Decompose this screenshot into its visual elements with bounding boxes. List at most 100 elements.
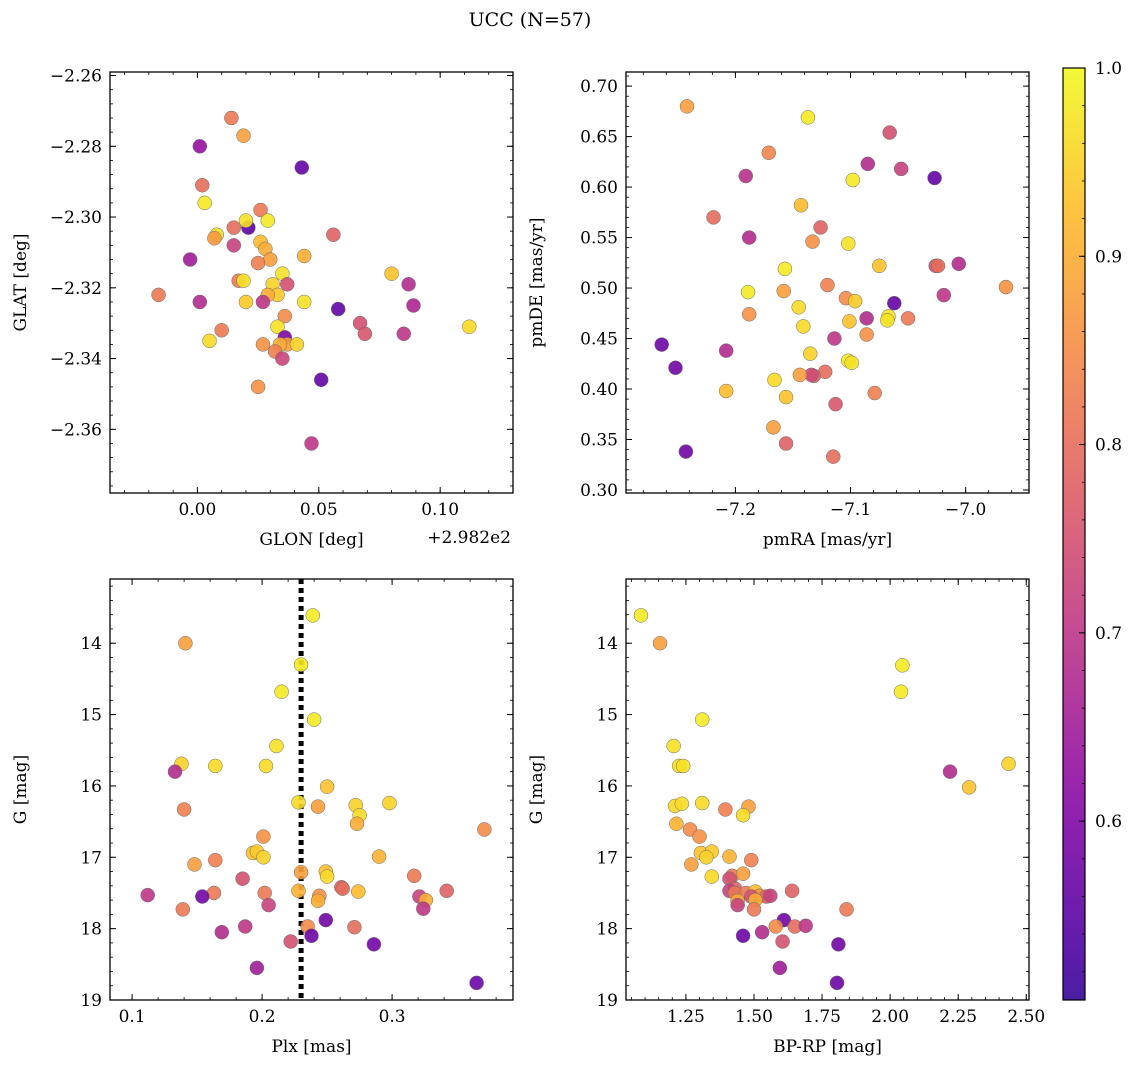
y-tick-label: 19 [80,991,102,1011]
scatter-point [313,372,329,388]
y-tick-label: 18 [596,920,618,940]
scatter-point [668,360,683,376]
scatter-point [330,301,346,317]
y-tick-label: 14 [596,634,618,654]
panel-3: 0.1 0.2 0.3 14 15 16 17 18 19 Plx [mas] G [mag] [11,578,514,1057]
scatter-point [776,283,791,299]
scatter-point [208,852,223,868]
colorbar-gradient [1062,67,1086,1001]
scatter-point [744,852,759,868]
scatter-point [319,779,335,794]
y-tick-label: 0.30 [580,481,618,501]
scatter-point [800,110,816,125]
scatter-point [694,712,710,727]
scatter-point [258,758,274,774]
scatter-point [654,337,669,352]
scatter-point [291,795,306,810]
axes-frame [109,71,514,494]
scatter-point [416,901,431,916]
scatter-point [735,807,751,823]
y-tick-label: 14 [80,634,102,654]
scatter-point [778,436,794,451]
x-tick-label: 2.25 [939,1007,977,1027]
scatter-point [839,902,854,917]
x-tick-label: 0.1 [119,1007,146,1027]
scatter-point [238,294,254,310]
scatter-point [792,367,808,383]
scatter-point [842,314,857,329]
scatter-point [226,220,242,235]
scatter-point [900,311,916,326]
scatter-point [735,866,751,881]
scatter-point [256,829,271,844]
scatter-point [291,883,306,899]
scatter-point [275,351,290,366]
scatter-point [754,924,770,940]
scatter-point [462,319,477,334]
scatter-point [666,738,681,754]
scatter-point [936,287,952,303]
scatter-point [740,284,756,300]
scatter-point [439,883,454,899]
scatter-point [882,125,897,140]
y-tick-label: −2.32 [50,279,102,299]
y-axis-label: pmDE [mas/yr] [527,217,547,347]
x-tick-label: 1.75 [803,1007,841,1027]
figure-title: UCC (N=57) [469,9,592,31]
scatter-point [844,355,859,371]
scatter-point [238,213,254,228]
scatter-point [831,937,846,952]
y-tick-label: 15 [80,706,102,726]
scatter-point [867,385,882,401]
scatter-point [860,156,876,172]
scatter-point [305,608,321,623]
scatter-point [768,919,784,934]
scatter-point [872,258,887,274]
scatter-point [706,210,721,225]
scatter-point [741,230,757,245]
scatter-point [927,170,942,186]
scatter-point [335,881,350,896]
panel-2: −7.2 −7.1 −7.0 0.30 0.35 0.40 0.45 0.50 0.55 0.60… [527,71,1030,550]
scatter-point [675,758,691,774]
scatter-point [761,145,777,161]
x-tick-label: 0.3 [379,1007,406,1027]
panel-1: 0.00 0.05 0.10 −2.26 −2.28 −2.30 −2.32 −2.34 −2.… [11,67,514,550]
scatter-point [296,248,312,264]
scatter-point [208,758,223,774]
y-tick-label: 0.55 [580,229,618,249]
scatter-point [730,897,745,913]
y-tick-label: 0.65 [580,128,618,148]
scatter-point [704,869,720,884]
scatter-point [262,252,278,267]
scatter-point [224,110,239,126]
scatter-point [396,326,412,342]
scatter-point [176,802,192,817]
scatter-point [406,868,422,884]
scatter-point [791,299,806,315]
x-tick-label: −7.2 [715,500,756,520]
scatter-point [319,869,335,884]
scatter-point [930,258,946,274]
panel-4: 1.25 1.50 1.75 2.00 2.25 2.50 14 15 16 17 18 19 BP-R… [527,578,1045,1057]
scatter-point [202,333,217,349]
scatter-point [401,277,416,292]
scatter-point [250,255,266,271]
y-tick-label: 19 [596,991,618,1011]
scatter-point [669,816,684,832]
colorbar-tick-label: 0.9 [1095,247,1122,267]
scatter-point [274,684,289,699]
scatter-point [293,657,309,672]
scatter-point [828,396,843,412]
scatter-point [283,934,298,949]
scatter-point [296,294,312,310]
scatter-point [237,919,253,934]
scatter-point [214,323,229,338]
scatter-point [236,273,251,288]
scatter-point [255,294,271,310]
scatter-point [784,883,800,899]
scatter-point [256,850,271,865]
scatter-point [140,887,155,903]
scatter-point [798,918,813,934]
